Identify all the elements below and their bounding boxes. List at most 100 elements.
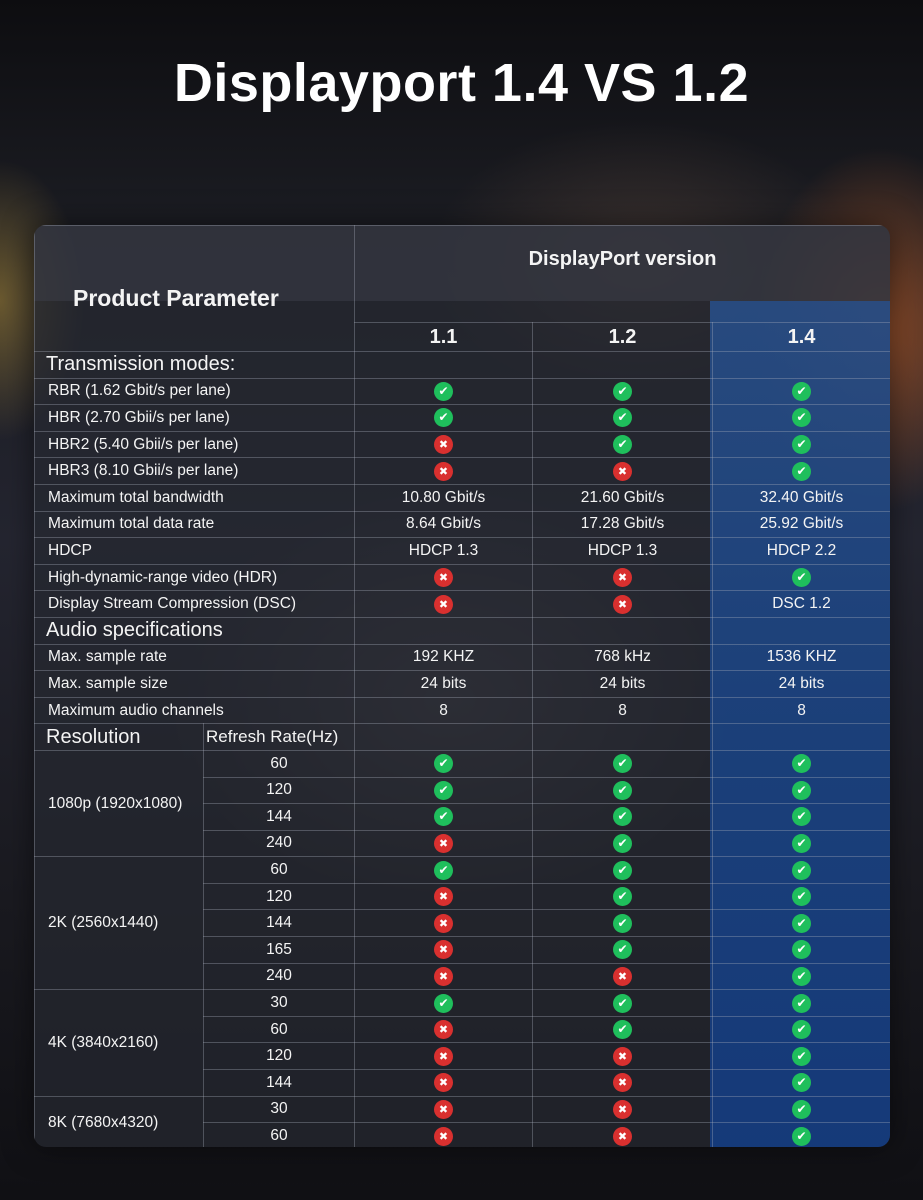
value-cell: ✔ [711,803,890,831]
value-cell: ✔ [711,1015,890,1044]
value-cell: ✖ [354,909,533,938]
check-circle-icon: ✔ [792,966,812,986]
check-circle-icon: ✔ [434,807,453,827]
check-circle-icon: ✔ [792,1020,812,1040]
table-row: RBR (1.62 Gbit/s per lane) ✔ ✔ ✔ [34,377,890,406]
check-circle-icon: ✔ [613,913,632,933]
row-label: Maximum audio channels [34,696,355,725]
section-label: Transmission modes: [34,351,355,379]
version-label: 1.1 [354,322,533,352]
value-cell: HDCP 2.2 [711,537,890,565]
row-label: RBR (1.62 Gbit/s per lane) [34,377,355,406]
refresh-rate-header: Refresh Rate(Hz) [203,723,355,751]
check-circle-icon: ✔ [613,940,632,960]
value-cell: ✖ [354,1042,533,1071]
check-circle-icon: ✔ [792,1099,812,1119]
refresh-rate: 165 [203,936,355,964]
check-circle-icon: ✔ [792,1126,812,1146]
table-row: Max. sample size 24 bits 24 bits 24 bits [34,670,890,698]
value-cell: ✔ [532,909,713,938]
value-cell: ✔ [711,430,890,459]
value-cell: 8 [354,696,533,725]
value-cell: ✔ [532,989,713,1017]
value-cell: ✖ [354,1095,533,1124]
value-cell: ✔ [532,829,713,858]
value-cell: ✖ [354,1069,533,1097]
check-circle-icon: ✔ [434,780,453,800]
table-row: Maximum total bandwidth 10.80 Gbit/s 21.60… [34,483,890,512]
value-cell: ✔ [354,749,533,778]
value-cell: 25.92 Gbit/s [711,510,890,539]
resolution-row: 8K (7680x4320) 30 ✖ ✖ ✔ [34,1095,890,1147]
resolution-row: 240 ✖ ✖ ✔ [35,962,890,991]
value-cell: ✖ [532,563,713,592]
resolution-row: 165 ✖ ✔ ✔ [35,936,890,964]
table-row: Maximum total data rate 8.64 Gbit/s 17.28 … [34,510,890,539]
value-cell: 10.80 Gbit/s [354,483,533,512]
resolution-row: 1080p (1920x1080) 60 ✔ ✔ ✔ [34,749,890,858]
value-cell: ✔ [532,377,713,406]
check-circle-icon: ✔ [613,381,632,401]
row-label: Max. sample size [34,670,355,698]
resolution-row: 144 ✖ ✖ ✔ [35,1069,890,1097]
value-cell: 1536 KHZ [711,643,890,672]
check-circle-icon: ✔ [613,993,632,1013]
value-cell: ✖ [532,1095,713,1124]
value-cell: 768 kHz [532,643,713,672]
x-circle-icon: ✖ [434,1073,453,1093]
x-circle-icon: ✖ [434,887,453,907]
x-circle-icon: ✖ [613,461,632,481]
check-circle-icon: ✔ [792,1046,812,1066]
value-cell: ✔ [711,856,890,884]
section-row: Audio specifications [34,616,890,645]
param-header: Product Parameter [34,225,355,352]
table-row: HDCP HDCP 1.3 HDCP 1.3 HDCP 2.2 [34,537,890,565]
x-circle-icon: ✖ [434,913,453,933]
x-circle-icon: ✖ [434,833,453,853]
version-label: 1.2 [532,322,713,352]
value-cell: HDCP 1.3 [354,537,533,565]
value-cell: ✖ [354,457,533,485]
resolution-row: 240 ✖ ✔ ✔ [35,829,890,858]
value-cell: ✖ [354,590,533,618]
check-circle-icon: ✔ [434,408,453,428]
check-circle-icon: ✔ [792,408,812,428]
refresh-rate: 144 [203,909,355,938]
value-cell: 8 [532,696,713,725]
value-cell: 192 KHZ [354,643,533,672]
value-cell: ✔ [532,803,713,831]
x-circle-icon: ✖ [434,966,453,986]
check-circle-icon: ✔ [613,807,632,827]
value-cell: 24 bits [711,670,890,698]
comparison-panel: Product Parameter DisplayPort version 1.1 1… [34,225,890,1147]
page-title: Displayport 1.4 VS 1.2 [173,53,750,113]
value-cell: ✔ [354,776,533,805]
table-row: Display Stream Compression (DSC) ✖ ✖ DSC 1.… [34,590,890,618]
check-circle-icon: ✔ [613,780,632,800]
check-circle-icon: ✔ [792,568,812,588]
row-label: Maximum total bandwidth [34,483,355,512]
check-circle-icon: ✔ [792,381,812,401]
value-cell: ✔ [354,989,533,1017]
section-label: Audio specifications [34,616,355,645]
x-circle-icon: ✖ [613,966,632,986]
check-circle-icon: ✔ [792,887,812,907]
value-cell: ✔ [532,856,713,884]
row-label: Display Stream Compression (DSC) [34,590,355,618]
value-cell: ✔ [711,1122,890,1147]
version-label: 1.4 [711,322,890,352]
value-cell: ✔ [711,776,890,805]
value-cell: ✔ [711,882,890,911]
check-circle-icon: ✔ [613,860,632,880]
value-cell: ✔ [532,749,713,778]
check-circle-icon: ✔ [613,887,632,907]
section-row: Transmission modes: [34,351,890,379]
value-cell: ✖ [354,829,533,858]
value-cell: ✔ [711,1095,890,1124]
value-cell: ✖ [532,590,713,618]
resolution-row: 120 ✔ ✔ ✔ [35,776,890,805]
value-cell: ✔ [711,404,890,432]
x-circle-icon: ✖ [434,594,453,614]
table-row: HBR2 (5.40 Gbii/s per lane) ✖ ✔ ✔ [34,430,890,459]
section-label: Resolution [34,723,204,751]
